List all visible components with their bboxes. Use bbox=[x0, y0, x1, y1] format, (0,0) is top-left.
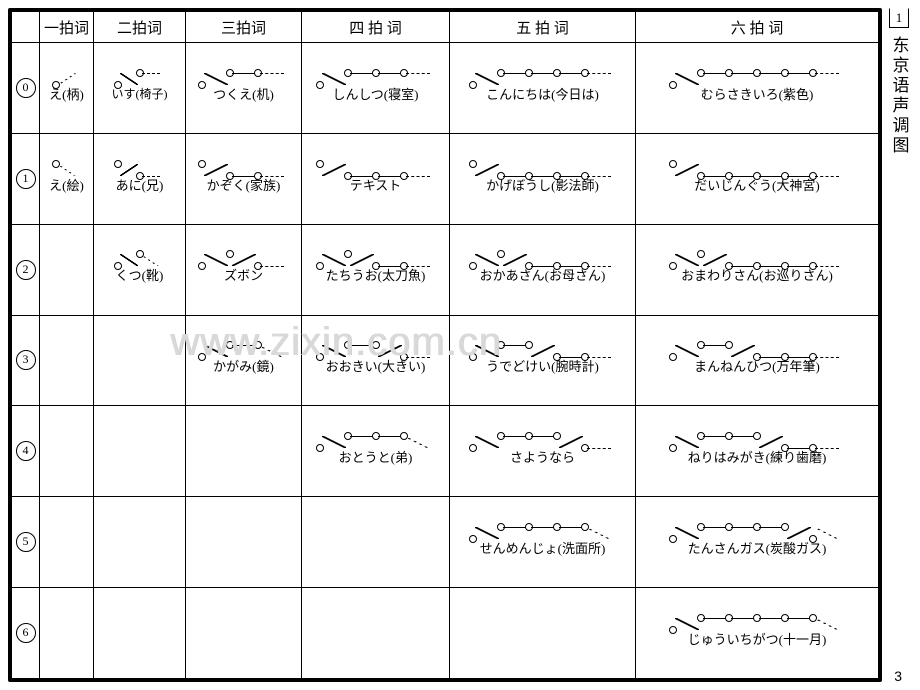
cell: たんさんガス(炭酸ガス) bbox=[636, 497, 879, 588]
accent-table-wrap: 一拍词 二拍词 三拍词 四 拍 词 五 拍 词 六 拍 词 0 え(柄) いす(椅子… bbox=[8, 8, 882, 682]
cell: え(絵) bbox=[40, 133, 94, 224]
page-root: 一拍词 二拍词 三拍词 四 拍 词 五 拍 词 六 拍 词 0 え(柄) いす(椅子… bbox=[8, 8, 912, 682]
cell: こんにちは(今日は) bbox=[450, 43, 636, 134]
cell: くつ(靴) bbox=[94, 224, 186, 315]
cell bbox=[40, 406, 94, 497]
col-2: 二拍词 bbox=[94, 12, 186, 43]
cell: かがみ(鏡) bbox=[186, 315, 302, 406]
cell-label: こんにちは(今日は) bbox=[486, 88, 599, 102]
cell bbox=[450, 588, 636, 679]
cell-label: せんめんじょ(洗面所) bbox=[480, 542, 606, 556]
cell: うでどけい(腕時計) bbox=[450, 315, 636, 406]
col-1: 一拍词 bbox=[40, 12, 94, 43]
cell bbox=[186, 406, 302, 497]
cell bbox=[186, 497, 302, 588]
cell-label: いす(椅子) bbox=[112, 88, 168, 101]
cell: おまわりさん(お巡りさん) bbox=[636, 224, 879, 315]
cell: たちうお(太刀魚) bbox=[302, 224, 450, 315]
cell-label: おとうと(弟) bbox=[339, 451, 413, 465]
sidebar-number: 1 bbox=[889, 8, 909, 28]
cell: え(柄) bbox=[40, 43, 94, 134]
cell-label: え(絵) bbox=[49, 179, 84, 193]
col-4: 四 拍 词 bbox=[302, 12, 450, 43]
cell bbox=[302, 497, 450, 588]
header-blank bbox=[12, 12, 40, 43]
cell: せんめんじょ(洗面所) bbox=[450, 497, 636, 588]
cell: おとうと(弟) bbox=[302, 406, 450, 497]
row-label: 3 bbox=[12, 315, 40, 406]
cell bbox=[186, 588, 302, 679]
accent-table: 一拍词 二拍词 三拍词 四 拍 词 五 拍 词 六 拍 词 0 え(柄) いす(椅子… bbox=[11, 11, 879, 679]
cell: かぞく(家族) bbox=[186, 133, 302, 224]
cell-label: くつ(靴) bbox=[116, 269, 164, 283]
cell-label: ズボン bbox=[224, 269, 263, 283]
cell bbox=[40, 588, 94, 679]
cell bbox=[94, 497, 186, 588]
row-label: 6 bbox=[12, 588, 40, 679]
col-5: 五 拍 词 bbox=[450, 12, 636, 43]
cell-label: え(柄) bbox=[49, 88, 84, 102]
cell: テキスト bbox=[302, 133, 450, 224]
table-row: 0 え(柄) いす(椅子) つくえ(机) しんしつ(寝室) こんにちは(今日は) むらさきい… bbox=[12, 43, 879, 134]
sidebar-title: 东京语声调图 bbox=[887, 36, 912, 156]
cell bbox=[94, 315, 186, 406]
cell: あに(兄) bbox=[94, 133, 186, 224]
cell: おおきい(大きい) bbox=[302, 315, 450, 406]
cell: だいじんぐう(大神宮) bbox=[636, 133, 879, 224]
cell bbox=[40, 497, 94, 588]
cell-label: つくえ(机) bbox=[213, 88, 274, 102]
table-row: 3 かがみ(鏡) おおきい(大きい) うでどけい(腕時計) まんねんひつ(万年筆) bbox=[12, 315, 879, 406]
cell: ズボン bbox=[186, 224, 302, 315]
cell-label: たんさんガス(炭酸ガス) bbox=[688, 542, 827, 556]
sidebar: 1 东京语声调图 bbox=[886, 8, 912, 682]
table-row: 5 せんめんじょ(洗面所) たんさんガス(炭酸ガス) bbox=[12, 497, 879, 588]
row-label: 5 bbox=[12, 497, 40, 588]
row-label: 0 bbox=[12, 43, 40, 134]
cell: まんねんひつ(万年筆) bbox=[636, 315, 879, 406]
cell bbox=[94, 406, 186, 497]
cell: つくえ(机) bbox=[186, 43, 302, 134]
cell-label: しんしつ(寝室) bbox=[333, 88, 419, 102]
cell-label: じゅういちがつ(十一月) bbox=[688, 633, 827, 647]
cell-label: むらさきいろ(紫色) bbox=[701, 88, 814, 102]
cell: いす(椅子) bbox=[94, 43, 186, 134]
cell: さようなら bbox=[450, 406, 636, 497]
table-row: 4 おとうと(弟) さようなら ねりはみがき(練り歯磨) bbox=[12, 406, 879, 497]
table-row: 6 じゅういちがつ(十一月) bbox=[12, 588, 879, 679]
cell: しんしつ(寝室) bbox=[302, 43, 450, 134]
row-label: 1 bbox=[12, 133, 40, 224]
row-label: 4 bbox=[12, 406, 40, 497]
cell: ねりはみがき(練り歯磨) bbox=[636, 406, 879, 497]
cell bbox=[94, 588, 186, 679]
cell-label: うでどけい(腕時計) bbox=[486, 360, 599, 374]
cell: おかあさん(お母さん) bbox=[450, 224, 636, 315]
cell-label: おまわりさん(お巡りさん) bbox=[681, 269, 833, 283]
table-row: 2 くつ(靴) ズボン たちうお(太刀魚)おかあさん(お母さん) おまわりさん(お巡りさ… bbox=[12, 224, 879, 315]
cell bbox=[40, 224, 94, 315]
col-3: 三拍词 bbox=[186, 12, 302, 43]
cell: むらさきいろ(紫色) bbox=[636, 43, 879, 134]
header-row: 一拍词 二拍词 三拍词 四 拍 词 五 拍 词 六 拍 词 bbox=[12, 12, 879, 43]
cell bbox=[40, 315, 94, 406]
row-label: 2 bbox=[12, 224, 40, 315]
cell-label: さようなら bbox=[510, 451, 575, 465]
cell-label: かがみ(鏡) bbox=[213, 360, 274, 374]
cell bbox=[302, 588, 450, 679]
cell: かげぼうし(影法師) bbox=[450, 133, 636, 224]
col-6: 六 拍 词 bbox=[636, 12, 879, 43]
cell: じゅういちがつ(十一月) bbox=[636, 588, 879, 679]
table-row: 1 え(絵) あに(兄)かぞく(家族)テキストかげぼうし(影法師)だいじんぐう(大神… bbox=[12, 133, 879, 224]
page-number: 3 bbox=[894, 668, 902, 684]
